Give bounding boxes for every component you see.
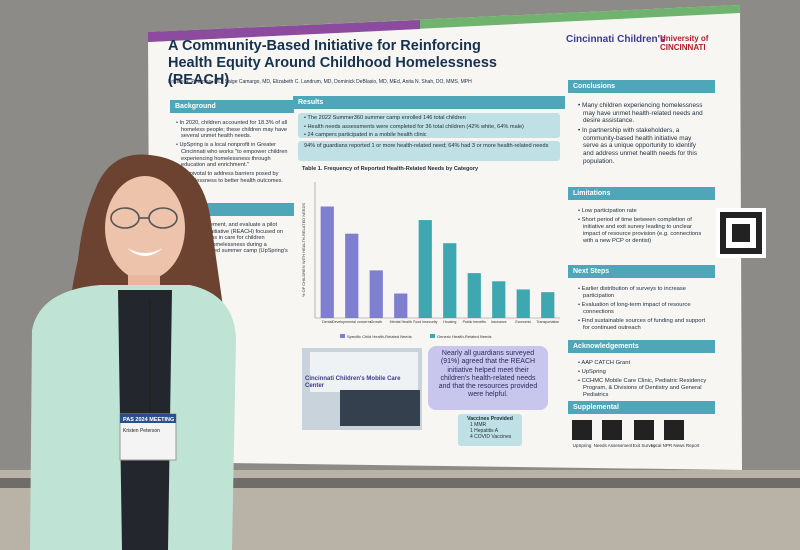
list-item: Low participation rate <box>578 208 708 215</box>
face <box>105 176 185 280</box>
list-item: Many children experiencing homelessness … <box>578 102 708 125</box>
people-in-photo <box>340 390 420 426</box>
qr-label: UpSpring <box>573 443 592 448</box>
x-tick-label: Public benefits <box>463 320 487 324</box>
legend-label: Generic Health-Related Needs <box>437 334 491 339</box>
section-heading: Conclusions <box>568 80 715 93</box>
section-heading: Supplemental <box>568 401 715 414</box>
legend-swatch <box>430 334 435 338</box>
list-item: Health needs assessments were completed … <box>304 124 556 131</box>
x-tick-label: Housing <box>443 320 456 324</box>
x-tick-label: Developmental concerns <box>332 320 372 324</box>
bar <box>467 273 481 318</box>
list-item: Earlier distribution of surveys to incre… <box>578 286 708 300</box>
bar <box>418 220 432 318</box>
x-tick-label: Food insecurity <box>413 320 438 324</box>
section-heading: Acknowledgements <box>568 340 715 353</box>
list-item: It is pivotal to address barriers posed … <box>176 171 291 184</box>
logo: University of CINCINNATI <box>660 34 709 53</box>
bar <box>516 289 530 318</box>
list-item: CCHMC Mobile Care Clinic, Pediatric Resi… <box>578 378 708 399</box>
list-item: UpSpring <box>578 369 708 376</box>
partition-edge <box>0 478 800 488</box>
qr-label: Local NPR News Report <box>651 443 701 448</box>
list-item: Evaluation of long-term impact of resour… <box>578 302 708 316</box>
authors: Kristen R. Peterson, MD, Saige Camargo, … <box>168 79 472 85</box>
callout: Nearly all guardians surveyed (91%) agre… <box>438 350 538 399</box>
badge-band <box>120 414 176 423</box>
bar <box>345 233 359 318</box>
list-item: 1 MMR <box>470 422 487 428</box>
list: In 2020, children accounted for 18.3% of… <box>176 120 291 186</box>
x-tick-label: Growth <box>370 320 382 324</box>
list-item: 1 Hepatitis A <box>470 427 499 434</box>
logo: Cincinnati Children's <box>566 34 666 45</box>
x-tick-label: Dental <box>322 320 333 324</box>
list-item: Short period of time between completion … <box>578 217 708 245</box>
highlight: 94% of guardians reported 1 or more heal… <box>304 143 549 149</box>
badge-name: Kristen Peterson <box>123 428 160 434</box>
list: AAP CATCH Grant UpSpring CCHMC Mobile Care… <box>578 360 708 401</box>
chart-title: Table 1. Frequency of Reported Health-Re… <box>302 166 479 172</box>
badge-event: PAS 2024 MEETING <box>123 417 174 423</box>
x-tick-label: Economic <box>515 320 531 324</box>
bar <box>320 206 334 318</box>
legend-label: Specific Child Health-Related Needs <box>347 334 412 339</box>
section-heading: Results <box>293 96 565 109</box>
x-tick-label: Transportation <box>536 320 559 324</box>
list: The 2022 Summer360 summer camp enrolled … <box>304 115 556 141</box>
smile <box>127 248 163 256</box>
list-item: AAP CATCH Grant <box>578 360 708 367</box>
qr-label: Needs Assessment <box>594 443 633 448</box>
bar <box>492 281 506 318</box>
list-item: In 2020, children accounted for 18.3% of… <box>176 120 291 140</box>
list-item: 4 COVID Vaccines <box>470 433 512 440</box>
vaccine-box <box>458 414 522 446</box>
list-item: The 2022 Summer360 summer camp enrolled … <box>304 115 556 122</box>
qr-codes <box>572 208 766 440</box>
bar <box>369 270 383 318</box>
callout-box <box>428 346 548 410</box>
hair <box>105 164 185 200</box>
section-heading: Background <box>170 100 294 113</box>
list: Earlier distribution of surveys to incre… <box>578 286 708 334</box>
bar <box>541 292 555 318</box>
y-axis-label: % OF CHILDREN WITH HEALTH-RELATED NEEDS <box>301 203 306 297</box>
vaccine-heading: Vaccines Provided <box>467 416 513 422</box>
glasses <box>110 207 178 229</box>
x-tick-label: Mental Health <box>390 320 412 324</box>
x-tick-label: Insurance <box>491 320 507 324</box>
poster-title: A Community-Based Initiative for Reinfor… <box>168 38 497 89</box>
bar <box>394 293 408 318</box>
legend-swatch <box>340 334 345 338</box>
section-heading: Next Steps <box>568 265 715 278</box>
list-item: In partnership with stakeholders, a comm… <box>578 127 708 165</box>
list-item: 24 campers participated in a mobile heal… <box>304 132 556 139</box>
van <box>310 352 418 392</box>
list: Low participation rate Short period of ti… <box>578 208 708 247</box>
qr-label: Exit Survey <box>633 443 657 448</box>
van-caption: Cincinnati Children's Mobile Care Center <box>305 376 401 390</box>
bar <box>443 243 457 318</box>
section-heading: Limitations <box>568 187 715 200</box>
list: Many children experiencing homelessness … <box>578 102 708 168</box>
list-item: Find sustainable sources of funding and … <box>578 318 708 332</box>
poster-stripe <box>148 20 420 42</box>
list-item: UpSpring is a local nonprofit in Greater… <box>176 142 291 169</box>
